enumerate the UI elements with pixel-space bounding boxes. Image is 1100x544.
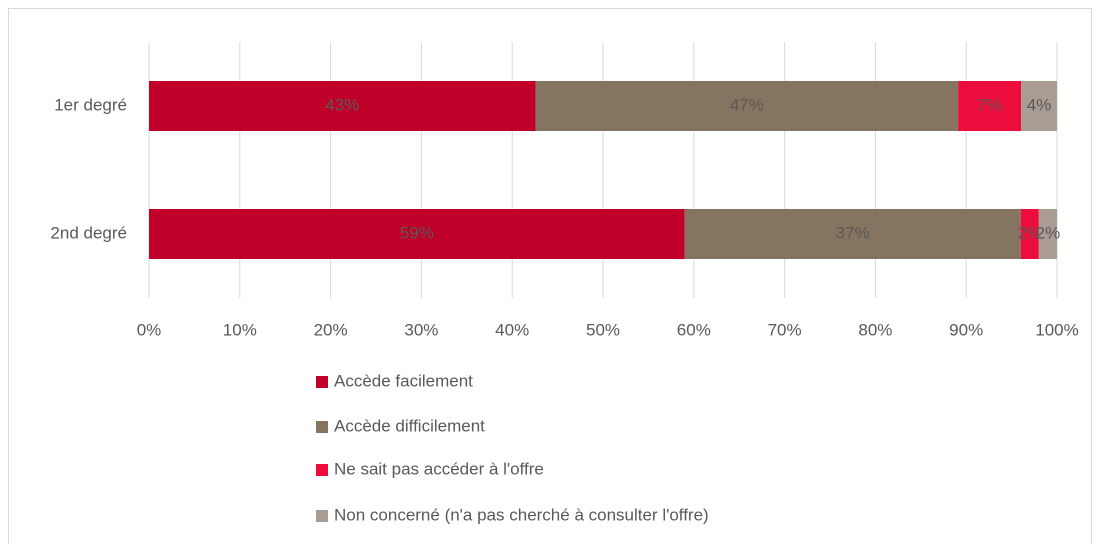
x-tick-label: 90% [949,320,983,339]
x-tick-label: 20% [314,320,348,339]
bar-segment [535,81,959,131]
data-label: 47% [730,95,764,114]
x-tick-label: 80% [858,320,892,339]
x-tick-label: 70% [768,320,802,339]
data-label: 59% [400,223,434,242]
data-label: 2% [1036,223,1061,242]
legend-swatch [316,376,328,388]
bar-segment [1038,209,1057,259]
data-label: 7% [977,95,1002,114]
legend-label: Accède facilement [334,371,473,390]
y-tick-label: 2nd degré [50,223,127,242]
bar-segment [149,81,536,131]
data-label: 2% [1017,223,1042,242]
bar-segment [958,81,1022,131]
x-tick-label: 60% [677,320,711,339]
x-tick-label: 100% [1035,320,1078,339]
bar-segment [684,209,1021,259]
x-tick-label: 50% [586,320,620,339]
x-tick-label: 30% [404,320,438,339]
y-tick-label: 1er degré [54,95,127,114]
data-label: 43% [325,95,359,114]
legend-label: Accède difficilement [334,416,485,435]
bar-segment [1021,81,1057,131]
legend-swatch [316,510,328,522]
bar-segment [1020,209,1039,259]
bar-segment [149,209,685,259]
x-tick-label: 0% [137,320,162,339]
x-tick-label: 40% [495,320,529,339]
data-label: 37% [836,223,870,242]
legend-label: Non concerné (n'a pas cherché à consulte… [334,505,709,524]
x-tick-label: 10% [223,320,257,339]
data-label: 4% [1027,95,1052,114]
legend-label: Ne sait pas accéder à l'offre [334,459,544,478]
legend-swatch [316,421,328,433]
legend-swatch [316,464,328,476]
